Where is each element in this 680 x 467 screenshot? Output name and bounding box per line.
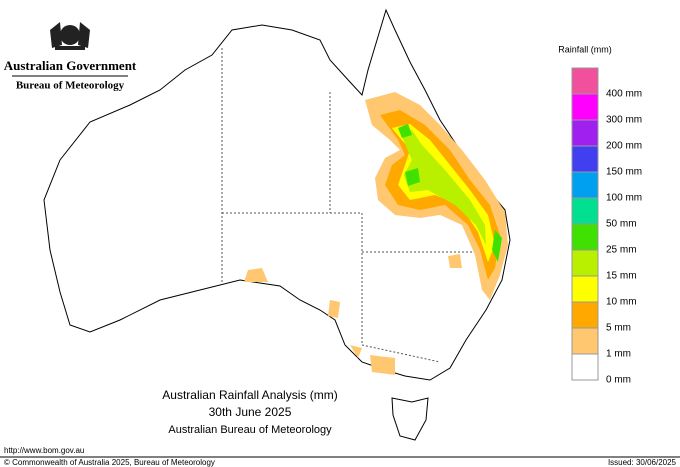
legend-label: 100 mm xyxy=(606,193,642,204)
legend-swatch xyxy=(571,223,599,251)
legend-label: 200 mm xyxy=(606,141,642,152)
legend-label: 50 mm xyxy=(606,219,637,230)
footer-issued: Issued: 30/06/2025 xyxy=(608,458,677,467)
legend-swatch xyxy=(571,171,599,199)
legend-label: 15 mm xyxy=(606,271,637,282)
map xyxy=(43,8,511,441)
legend-swatch xyxy=(571,353,599,381)
legend-title: Rainfall (mm) xyxy=(558,44,612,54)
legend-label: 150 mm xyxy=(606,167,642,178)
legend-swatch xyxy=(571,301,599,329)
map-date: 30th June 2025 xyxy=(209,405,292,419)
legend-swatch xyxy=(571,93,599,121)
legend-swatch xyxy=(571,327,599,355)
legend-label: 25 mm xyxy=(606,245,637,256)
rainfall-areas xyxy=(244,92,508,375)
legend-swatch xyxy=(571,249,599,277)
legend-label: 10 mm xyxy=(606,297,637,308)
footer-url[interactable]: http://www.bom.gov.au xyxy=(4,446,84,455)
legend-swatch xyxy=(571,275,599,303)
tasmania xyxy=(391,397,429,441)
legend-label: 5 mm xyxy=(606,323,631,334)
crest xyxy=(50,22,90,50)
legend-swatch xyxy=(571,197,599,225)
legend-label: 1 mm xyxy=(606,349,631,360)
legend-label: 300 mm xyxy=(606,115,642,126)
state-borders xyxy=(221,48,496,363)
legend-swatch xyxy=(571,119,599,147)
legend-swatch xyxy=(571,67,599,95)
government-name: Australian Government xyxy=(4,58,137,73)
map-source: Australian Bureau of Meteorology xyxy=(168,424,332,436)
legend-label: 400 mm xyxy=(606,89,642,100)
bureau-name: Bureau of Meteorology xyxy=(16,80,125,92)
legend-label: 0 mm xyxy=(606,375,631,386)
legend-swatch xyxy=(571,145,599,173)
legend: 400 mm 300 mm 200 mm 150 mm 100 mm 50 mm 25 mm… xyxy=(571,67,642,386)
footer-copyright: © Commonwealth of Australia 2025, Bureau… xyxy=(4,458,215,467)
map-title: Australian Rainfall Analysis (mm) xyxy=(162,388,337,402)
